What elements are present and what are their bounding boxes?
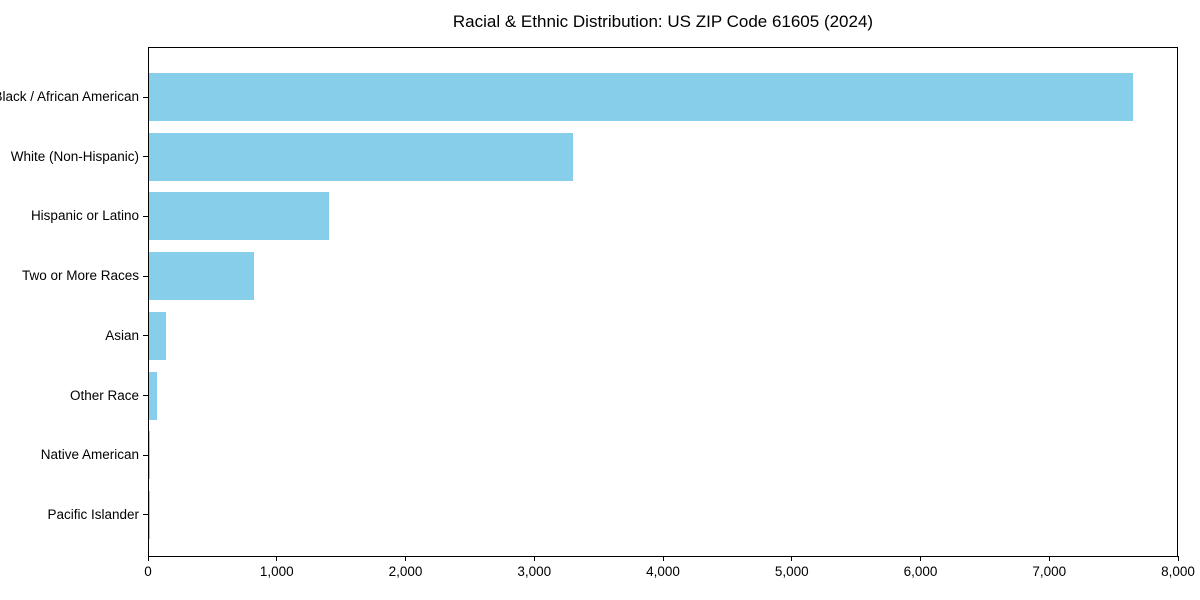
x-tick — [662, 556, 664, 561]
y-tick — [143, 514, 148, 516]
y-tick — [143, 335, 148, 337]
x-tick — [276, 556, 278, 561]
bar-white-non-hispanic — [149, 132, 574, 181]
x-axis-tick-label: 3,000 — [517, 564, 552, 579]
x-tick — [533, 556, 535, 561]
y-axis-line — [148, 47, 149, 557]
y-axis-label-asian: Asian — [105, 327, 139, 343]
y-tick — [143, 454, 148, 456]
y-axis-label-other-race: Other Race — [69, 387, 139, 403]
y-tick — [143, 156, 148, 158]
y-axis-label-native-american: Native American — [40, 447, 139, 463]
bar-black-african-american — [149, 73, 1133, 121]
y-axis-label-white-non-hispanic: White (Non-Hispanic) — [10, 148, 139, 164]
x-axis-tick-label: 5,000 — [774, 564, 809, 579]
chart-title: Racial & Ethnic Distribution: US ZIP Cod… — [452, 12, 874, 31]
x-tick — [1177, 556, 1179, 561]
x-tick — [147, 556, 149, 561]
y-axis-label-black-african-american: Black / African American — [0, 89, 139, 104]
x-axis-tick-label: 6,000 — [903, 564, 938, 579]
spine-right — [1177, 47, 1178, 557]
bar-hispanic-or-latino — [149, 192, 329, 241]
y-tick — [143, 215, 148, 217]
plot-area: Black / African American White (Non-Hispa… — [0, 47, 1195, 579]
x-tick — [1048, 556, 1050, 561]
y-tick — [143, 395, 148, 397]
y-tick — [143, 275, 148, 277]
x-tick — [791, 556, 793, 561]
y-tick — [143, 96, 148, 98]
bar-other-race — [149, 371, 157, 420]
x-axis-tick-label: 0 — [144, 564, 152, 579]
x-axis-tick-label: 4,000 — [646, 564, 680, 579]
x-tick — [405, 556, 406, 561]
bar-asian — [149, 311, 166, 360]
spine-top — [148, 47, 1178, 48]
y-axis-label-hispanic-or-latino: Hispanic or Latino — [30, 208, 139, 224]
y-axis-label-pacific-islander: Pacific Islander — [47, 506, 139, 522]
x-axis-tick-label: 7,000 — [1032, 564, 1067, 579]
bar-native-american — [149, 431, 150, 480]
x-axis-tick-label: 8,000 — [1161, 564, 1195, 579]
bar-two-or-more-races — [149, 252, 254, 301]
x-axis-tick-label: 1,000 — [259, 564, 294, 579]
y-axis-label-two-or-more-races: Two or More Races — [21, 268, 139, 284]
x-axis-tick-label: 2,000 — [388, 564, 423, 579]
x-tick — [920, 556, 921, 561]
